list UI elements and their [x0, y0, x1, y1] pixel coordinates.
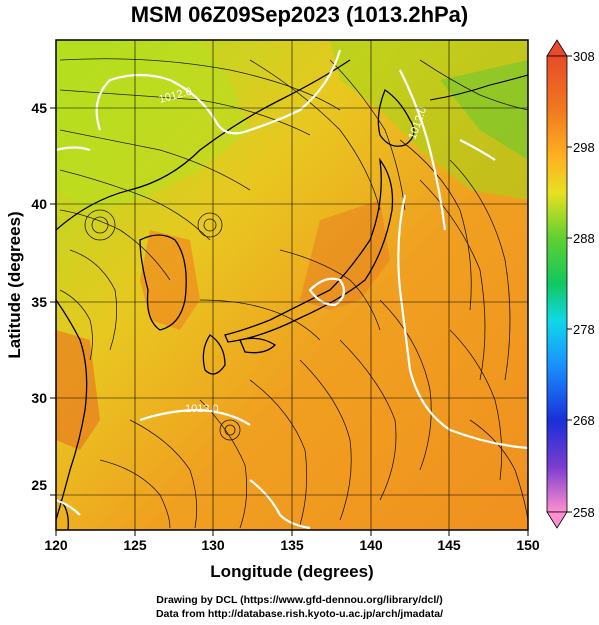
map-panel: 1012.0 1012.0 1013.0: [5, 39, 540, 581]
coastline-honshu: [224, 157, 394, 343]
colorbar-tick-label: 288: [573, 231, 595, 246]
credit-drawing: Drawing by DCL (https://www.gfd-dennou.o…: [156, 594, 443, 606]
contour-label: 1013.0: [185, 403, 219, 415]
coastline-hokkaido: [377, 89, 415, 147]
lon-tick-label: 120: [44, 537, 68, 553]
lat-tick-label: 25: [31, 477, 47, 493]
coastline-korea: [139, 234, 187, 331]
lon-tick-label: 145: [437, 537, 461, 553]
colorbar-max-arrow: [546, 39, 568, 57]
coastline-china: [56, 299, 88, 521]
colorbar: 308 298 288 278 268 258: [546, 39, 595, 529]
axis-ticks: [50, 107, 529, 536]
colorbar-tick-label: 308: [573, 49, 595, 64]
colorbar-tick-label: 268: [573, 413, 595, 428]
lon-tick-label: 140: [359, 537, 383, 553]
colorbar-tick-label: 298: [573, 140, 595, 155]
warm-region-china-coast: [56, 330, 100, 450]
lon-tick-label: 125: [123, 537, 147, 553]
coastline-mainland: [56, 59, 351, 231]
lat-tick-label: 40: [31, 196, 47, 212]
graticule: [56, 40, 528, 530]
lon-tick-label: 130: [201, 537, 225, 553]
warm-region-honshu: [300, 200, 390, 310]
lat-tick-label: 45: [31, 100, 47, 116]
credit-data: Data from http://database.rish.kyoto-u.a…: [155, 608, 444, 620]
cool-region-northwest: [56, 40, 250, 210]
lon-tick-label: 150: [516, 537, 540, 553]
lon-tick-label: 135: [280, 537, 304, 553]
colorbar-tick-label: 278: [573, 322, 595, 337]
colorbar-gradient: [546, 55, 568, 513]
isobars: [56, 49, 528, 530]
x-axis-label: Longitude (degrees): [210, 562, 373, 581]
y-axis-label: Latitude (degrees): [5, 211, 24, 358]
colorbar-min-arrow: [546, 511, 568, 529]
lat-tick-label: 35: [31, 294, 47, 310]
coastline-kyushu: [202, 334, 226, 375]
figure-title: MSM 06Z09Sep2023 (1013.2hPa): [130, 2, 469, 27]
cool-region-kuril: [440, 60, 528, 160]
colorbar-tick-label: 258: [573, 505, 595, 520]
coastline-shikoku: [239, 337, 277, 354]
lat-tick-label: 30: [31, 390, 47, 406]
coastline-kurils: [429, 74, 528, 101]
